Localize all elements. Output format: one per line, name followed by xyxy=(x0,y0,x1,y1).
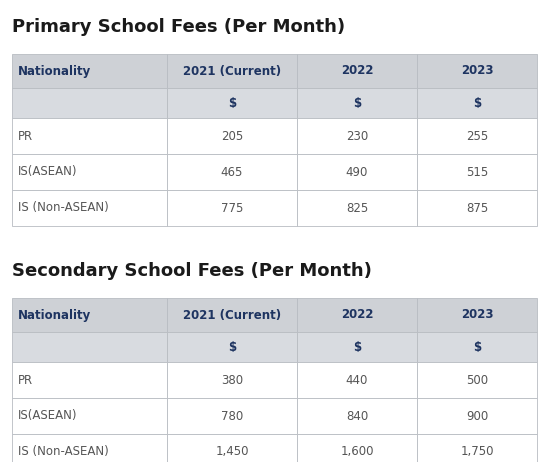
Bar xyxy=(167,154,297,190)
Bar xyxy=(297,190,417,226)
Text: IS(ASEAN): IS(ASEAN) xyxy=(18,409,77,423)
Text: 440: 440 xyxy=(346,373,368,387)
Text: $: $ xyxy=(228,97,236,109)
Text: $: $ xyxy=(353,97,361,109)
Text: 875: 875 xyxy=(466,201,488,214)
Text: 490: 490 xyxy=(346,165,368,178)
Bar xyxy=(167,298,297,332)
Bar xyxy=(297,298,417,332)
Bar xyxy=(417,434,537,462)
Text: 840: 840 xyxy=(346,409,368,423)
Bar xyxy=(417,190,537,226)
Text: 900: 900 xyxy=(466,409,488,423)
Text: 380: 380 xyxy=(221,373,243,387)
Bar xyxy=(167,190,297,226)
Bar xyxy=(12,190,167,226)
Bar xyxy=(297,54,417,88)
Text: Nationality: Nationality xyxy=(18,65,91,78)
Bar xyxy=(12,88,167,118)
Bar xyxy=(12,332,167,362)
Bar xyxy=(167,88,297,118)
Text: $: $ xyxy=(473,340,481,353)
Text: 2023: 2023 xyxy=(461,65,493,78)
Bar xyxy=(297,88,417,118)
Text: 205: 205 xyxy=(221,129,243,142)
Text: 1,600: 1,600 xyxy=(340,445,374,458)
Bar xyxy=(12,434,167,462)
Bar xyxy=(417,88,537,118)
Bar xyxy=(417,298,537,332)
Text: PR: PR xyxy=(18,373,33,387)
Bar xyxy=(297,362,417,398)
Text: $: $ xyxy=(228,340,236,353)
Bar xyxy=(167,118,297,154)
Bar xyxy=(12,298,167,332)
Bar xyxy=(12,118,167,154)
Bar xyxy=(297,332,417,362)
Text: IS (Non-ASEAN): IS (Non-ASEAN) xyxy=(18,445,109,458)
Bar xyxy=(417,398,537,434)
Text: $: $ xyxy=(353,340,361,353)
Text: 2022: 2022 xyxy=(341,65,373,78)
Text: 780: 780 xyxy=(221,409,243,423)
Bar xyxy=(417,332,537,362)
Bar xyxy=(297,434,417,462)
Text: Primary School Fees (Per Month): Primary School Fees (Per Month) xyxy=(12,18,345,36)
Text: 775: 775 xyxy=(221,201,243,214)
Bar xyxy=(12,398,167,434)
Text: 500: 500 xyxy=(466,373,488,387)
Text: 230: 230 xyxy=(346,129,368,142)
Text: 825: 825 xyxy=(346,201,368,214)
Text: $: $ xyxy=(473,97,481,109)
Bar xyxy=(297,154,417,190)
Bar xyxy=(167,332,297,362)
Text: 2023: 2023 xyxy=(461,309,493,322)
Bar xyxy=(417,362,537,398)
Text: 1,450: 1,450 xyxy=(215,445,249,458)
Bar xyxy=(417,118,537,154)
Text: 2021 (Current): 2021 (Current) xyxy=(183,65,281,78)
Text: IS(ASEAN): IS(ASEAN) xyxy=(18,165,77,178)
Text: 465: 465 xyxy=(221,165,243,178)
Text: PR: PR xyxy=(18,129,33,142)
Text: 2021 (Current): 2021 (Current) xyxy=(183,309,281,322)
Bar xyxy=(12,154,167,190)
Text: 255: 255 xyxy=(466,129,488,142)
Bar xyxy=(417,154,537,190)
Text: 1,750: 1,750 xyxy=(460,445,494,458)
Bar xyxy=(12,54,167,88)
Bar xyxy=(297,398,417,434)
Bar xyxy=(167,54,297,88)
Text: IS (Non-ASEAN): IS (Non-ASEAN) xyxy=(18,201,109,214)
Bar xyxy=(167,362,297,398)
Bar xyxy=(167,398,297,434)
Bar xyxy=(297,118,417,154)
Text: 2022: 2022 xyxy=(341,309,373,322)
Bar xyxy=(167,434,297,462)
Text: Secondary School Fees (Per Month): Secondary School Fees (Per Month) xyxy=(12,262,372,280)
Text: Nationality: Nationality xyxy=(18,309,91,322)
Bar xyxy=(417,54,537,88)
Bar xyxy=(12,362,167,398)
Text: 515: 515 xyxy=(466,165,488,178)
